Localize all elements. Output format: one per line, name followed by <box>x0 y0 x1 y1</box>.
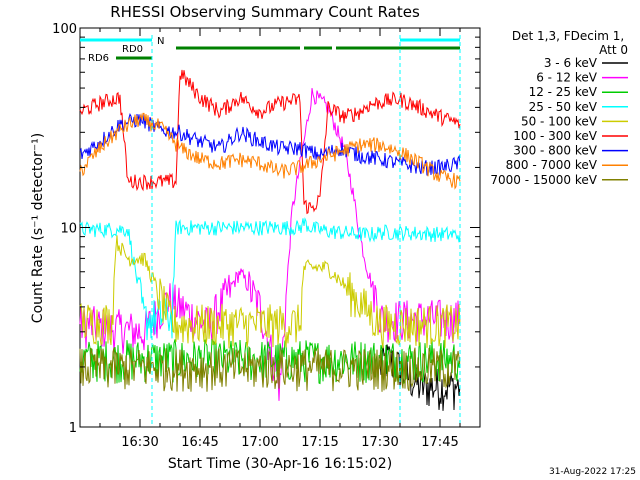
legend-title: Det 1,3, FDecim 1, Att 0 <box>512 29 628 57</box>
y-axis-label: Count Rate (s⁻¹ detector⁻¹) <box>30 133 46 323</box>
series-line-4 <box>79 235 461 349</box>
x-tick-label-1: 16:45 <box>181 435 218 450</box>
legend-label-7: 800 - 7000 keV <box>506 158 598 172</box>
status-label-rd6: RD6 <box>88 53 109 64</box>
legend-label-5: 100 - 300 keV <box>513 129 597 143</box>
y-tick-label-1: 10 <box>60 222 77 237</box>
series-line-8 <box>79 347 461 392</box>
legend-label-4: 50 - 100 keV <box>521 114 598 128</box>
legend-label-6: 300 - 800 keV <box>513 144 597 158</box>
x-tick-label-4: 17:30 <box>361 435 398 450</box>
legend-label-8: 7000 - 15000 keV <box>490 173 597 187</box>
series-line-5 <box>79 69 461 215</box>
series-line-3 <box>79 216 461 341</box>
status-bars: RD0 N RD6 <box>80 35 461 427</box>
y-tick-label-0: 1 <box>69 421 77 436</box>
series-line-7 <box>79 112 461 190</box>
x-tick-label-5: 17:45 <box>421 435 458 450</box>
x-tick-label-0: 16:30 <box>121 435 158 450</box>
status-label-rd0: RD0 <box>122 44 143 55</box>
x-axis-label: Start Time (30-Apr-16 16:15:02) <box>168 456 392 472</box>
legend-label-2: 12 - 25 keV <box>529 85 598 99</box>
legend-label-3: 25 - 50 keV <box>529 100 598 114</box>
series-group <box>79 69 461 411</box>
legend-label-0: 3 - 6 keV <box>544 56 598 70</box>
y-axis-ticks: 1 10 100 <box>52 22 480 436</box>
x-tick-label-3: 17:15 <box>301 435 338 450</box>
series-line-6 <box>79 112 461 176</box>
x-tick-label-2: 17:00 <box>241 435 278 450</box>
legend-title-line-1: Det 1,3, FDecim 1, <box>512 29 624 43</box>
legend-title-line-2: Att 0 <box>599 43 628 57</box>
chart-title: RHESSI Observing Summary Count Rates <box>110 3 420 21</box>
status-label-n: N <box>157 36 164 47</box>
footer-date: 31-Aug-2022 17:25 <box>549 467 636 477</box>
legend-label-1: 6 - 12 keV <box>536 71 598 85</box>
x-axis-ticks: 16:30 16:45 17:00 17:15 17:30 17:45 <box>99 28 481 450</box>
series-line-1 <box>79 88 461 401</box>
y-tick-label-2: 100 <box>52 22 77 37</box>
